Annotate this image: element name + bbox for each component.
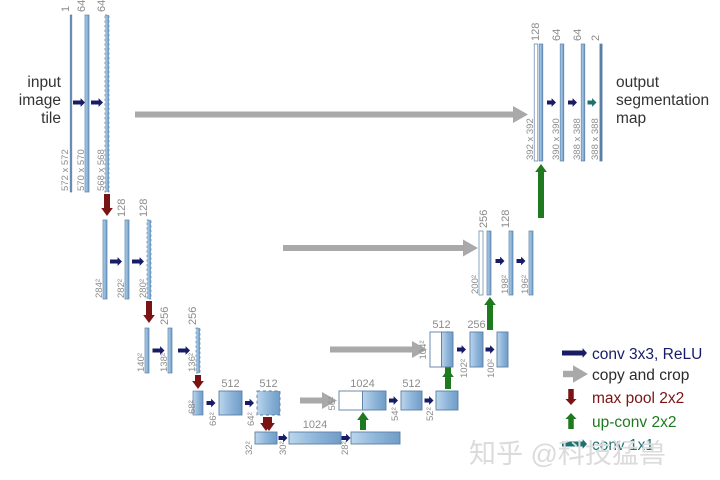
svg-text:32²: 32² — [244, 441, 255, 455]
svg-text:64: 64 — [572, 29, 584, 41]
svg-text:512: 512 — [432, 319, 450, 331]
svg-text:136²: 136² — [187, 353, 198, 372]
svg-text:conv 3x3, ReLU: conv 3x3, ReLU — [592, 346, 702, 363]
svg-text:512: 512 — [402, 378, 420, 390]
svg-text:128: 128 — [500, 210, 512, 228]
svg-text:256: 256 — [187, 307, 199, 325]
svg-text:128: 128 — [138, 199, 150, 217]
svg-text:570 x 570: 570 x 570 — [76, 149, 87, 191]
svg-text:up-conv 2x2: up-conv 2x2 — [592, 414, 676, 431]
svg-text:282²: 282² — [116, 279, 127, 298]
svg-text:388 x 388: 388 x 388 — [590, 118, 601, 160]
svg-text:30²: 30² — [278, 441, 289, 455]
svg-text:52²: 52² — [425, 407, 436, 421]
svg-text:198²: 198² — [500, 275, 511, 294]
svg-text:64²: 64² — [246, 412, 257, 426]
svg-text:64: 64 — [551, 29, 563, 41]
svg-text:572 x 572: 572 x 572 — [60, 149, 71, 191]
svg-text:256: 256 — [159, 307, 171, 325]
svg-text:284²: 284² — [94, 279, 105, 298]
svg-text:copy and crop: copy and crop — [592, 367, 689, 384]
svg-text:output: output — [616, 74, 660, 91]
svg-text:64: 64 — [96, 0, 108, 12]
svg-text:512: 512 — [221, 378, 239, 390]
svg-text:max pool 2x2: max pool 2x2 — [592, 390, 684, 407]
svg-text:知乎 @科技猛兽: 知乎 @科技猛兽 — [469, 439, 666, 469]
svg-text:1: 1 — [60, 6, 72, 12]
svg-text:390 x 390: 390 x 390 — [551, 118, 562, 160]
svg-text:input: input — [27, 74, 61, 91]
svg-text:68²: 68² — [187, 400, 198, 414]
svg-text:map: map — [616, 110, 646, 127]
svg-text:512: 512 — [259, 378, 277, 390]
svg-text:100²: 100² — [486, 359, 497, 378]
svg-text:image: image — [19, 92, 61, 109]
svg-text:28²: 28² — [340, 441, 351, 455]
svg-text:196²: 196² — [520, 275, 531, 294]
svg-text:102²: 102² — [459, 359, 470, 378]
svg-text:568 x 568: 568 x 568 — [96, 149, 107, 191]
svg-text:256: 256 — [478, 210, 490, 228]
svg-text:tile: tile — [41, 110, 61, 127]
svg-text:64: 64 — [76, 0, 88, 12]
svg-text:segmentation: segmentation — [616, 92, 709, 109]
svg-text:388 x 388: 388 x 388 — [572, 118, 583, 160]
svg-text:1024: 1024 — [350, 378, 374, 390]
svg-text:66²: 66² — [208, 412, 219, 426]
svg-text:140²: 140² — [136, 353, 147, 372]
svg-text:138²: 138² — [159, 353, 170, 372]
svg-text:256: 256 — [467, 319, 485, 331]
svg-text:56²: 56² — [327, 397, 338, 411]
svg-text:200²: 200² — [470, 275, 481, 294]
svg-text:128: 128 — [530, 23, 542, 41]
svg-text:2: 2 — [590, 35, 602, 41]
svg-text:54²: 54² — [390, 407, 401, 421]
svg-text:128: 128 — [116, 199, 128, 217]
svg-text:1024: 1024 — [303, 419, 327, 431]
svg-text:280²: 280² — [138, 279, 149, 298]
svg-text:392 x 392: 392 x 392 — [525, 118, 536, 160]
svg-text:104²: 104² — [418, 340, 429, 359]
